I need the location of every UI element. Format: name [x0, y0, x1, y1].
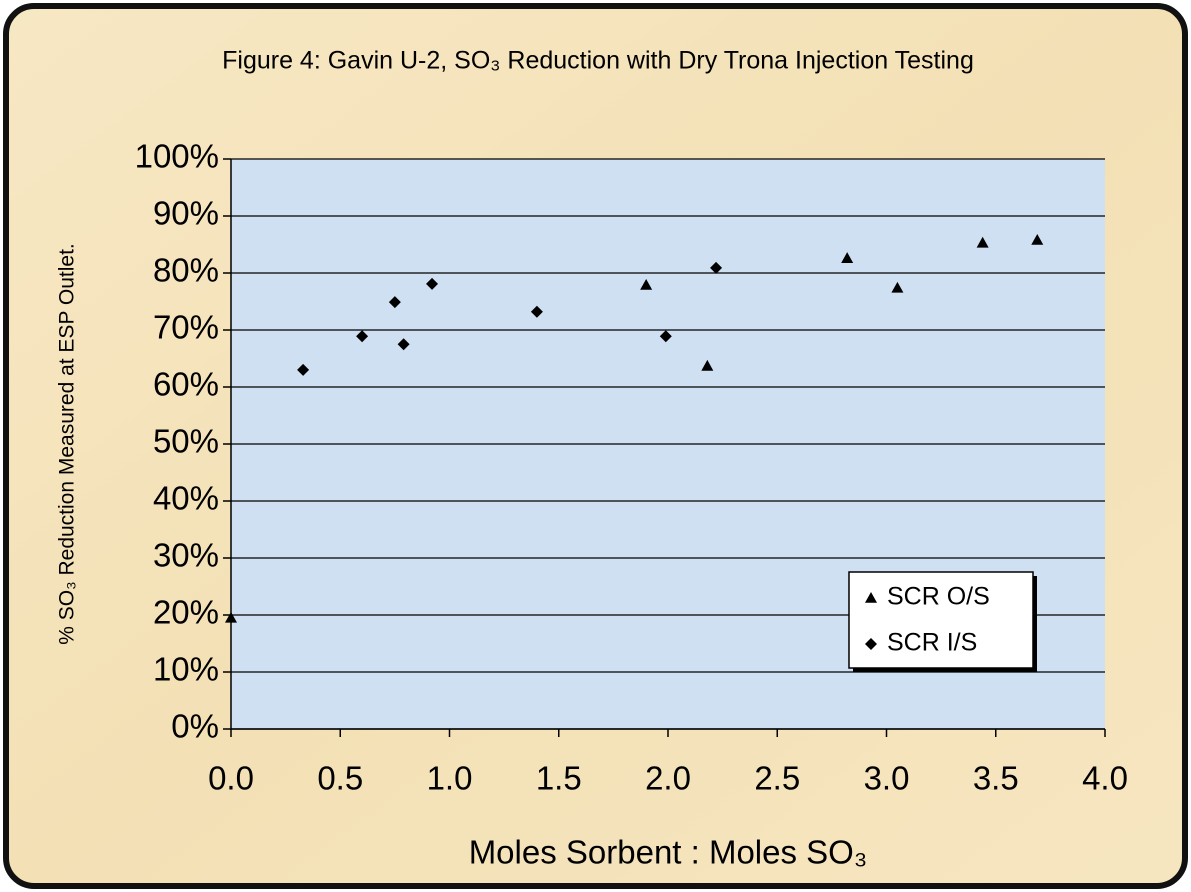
y-tick-label: 60% [153, 366, 219, 403]
x-tick-label: 1.5 [536, 760, 582, 797]
x-tick-label: 1.0 [427, 760, 473, 797]
point [1031, 233, 1044, 245]
y-tick-label: 100% [135, 138, 219, 175]
point [891, 281, 904, 293]
y-tick-label: 70% [153, 309, 219, 346]
point [976, 236, 989, 248]
x-tick-label: 2.0 [645, 760, 691, 797]
legend [848, 571, 1034, 669]
x-tick-label: 4.0 [1082, 760, 1128, 797]
y-tick-label: 40% [153, 480, 219, 517]
point [225, 611, 237, 623]
chart-title: Figure 4: Gavin U-2, SO₃ Reduction with … [222, 47, 974, 75]
y-tick-label: 0% [171, 708, 219, 745]
x-tick-label: 3.0 [864, 760, 910, 797]
point [710, 261, 723, 274]
legend-marker [865, 592, 877, 603]
y-tick-label: 90% [153, 195, 219, 232]
point [530, 305, 543, 318]
x-tick-label: 0.5 [317, 760, 363, 797]
point [640, 278, 653, 290]
y-tick-label: 30% [153, 537, 219, 574]
point [659, 330, 672, 343]
y-tick-label: 20% [153, 594, 219, 631]
legend-marker [865, 638, 877, 650]
point [841, 252, 854, 263]
point [297, 363, 310, 376]
x-tick-label: 3.5 [973, 760, 1019, 797]
y-axis-label: % SO₃ Reduction Measured at ESP Outlet. [56, 243, 79, 645]
point [388, 296, 401, 309]
legend-label: SCR O/S [887, 583, 990, 611]
x-tick-label: 2.5 [754, 760, 800, 797]
x-tick-label: 0.0 [208, 760, 254, 797]
y-tick-label: 50% [153, 423, 219, 460]
point [426, 277, 439, 290]
x-axis-label: Moles Sorbent : Moles SO₃ [469, 834, 868, 871]
y-tick-label: 10% [153, 651, 219, 688]
point [356, 330, 369, 343]
legend-label: SCR I/S [887, 629, 977, 657]
point [701, 359, 714, 371]
point [397, 338, 410, 351]
y-tick-label: 80% [153, 252, 219, 289]
